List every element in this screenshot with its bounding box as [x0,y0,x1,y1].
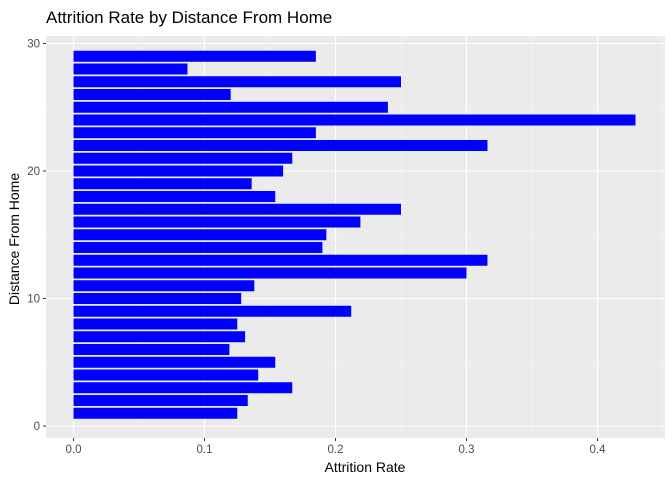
x-axis-title: Attrition Rate [325,459,406,475]
y-axis-title: Distance From Home [6,173,22,305]
bar-distance-2 [73,395,248,406]
bar-distance-24 [73,114,636,126]
bar-distance-29 [73,50,316,62]
y-tick-label: 20 [27,166,40,178]
y-tick-label: 0 [34,421,40,433]
bar-distance-17 [73,203,401,215]
x-tick-label: 0.1 [197,444,213,456]
bar-distance-19 [73,178,252,190]
bars [73,50,636,419]
bar-distance-4 [73,369,259,381]
bar-distance-5 [73,356,276,368]
chart-title: Attrition Rate by Distance From Home [46,8,332,27]
axis-ticks: 0.0 0.1 0.2 0.3 0.4 0 10 20 30 [27,39,606,457]
bar-distance-25 [73,101,388,113]
bar-distance-12 [73,267,467,279]
bar-distance-14 [73,242,323,253]
bar-distance-16 [73,216,361,228]
bar-distance-26 [73,89,231,100]
bar-distance-15 [73,229,327,241]
bar-distance-10 [73,293,242,304]
x-tick-label: 0.2 [328,444,344,456]
x-tick-label: 0.3 [459,444,475,456]
bar-distance-18 [73,191,276,202]
bar-distance-1 [73,407,238,419]
bar-distance-23 [73,127,316,139]
bar-distance-9 [73,305,352,317]
bar-distance-11 [73,280,255,292]
bar-distance-6 [73,344,230,355]
bar-distance-7 [73,331,246,343]
x-tick-label: 0.0 [66,444,82,456]
bar-distance-13 [73,254,488,266]
x-tick-label: 0.4 [590,444,607,456]
y-tick-label: 30 [27,39,40,51]
bar-distance-21 [73,152,293,164]
bar-distance-22 [73,140,488,151]
bar-distance-20 [73,165,284,177]
bar-distance-28 [73,63,188,75]
bar-distance-27 [73,76,401,88]
y-tick-label: 10 [27,294,40,306]
bar-distance-3 [73,382,293,394]
bar-distance-8 [73,318,238,330]
